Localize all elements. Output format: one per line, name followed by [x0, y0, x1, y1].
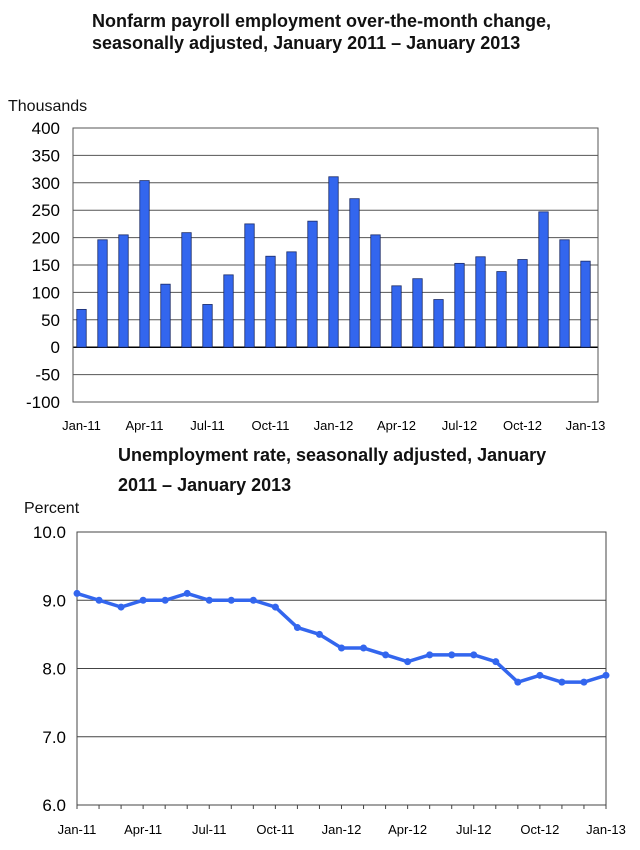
bar [223, 274, 234, 348]
data-point [426, 651, 434, 659]
data-point [95, 596, 103, 604]
x-tick-label: Jan-12 [314, 418, 354, 433]
data-point [536, 671, 544, 679]
data-point [404, 658, 412, 666]
bar [370, 234, 381, 348]
data-point [580, 678, 588, 686]
data-point [117, 603, 125, 611]
x-tick-label: Jul-12 [442, 418, 477, 433]
x-tick-label: Oct-12 [520, 822, 559, 837]
bar [433, 299, 444, 348]
bar-chart-title: Nonfarm payroll employment over-the-mont… [92, 11, 552, 53]
bar [244, 223, 255, 348]
data-point [492, 658, 500, 666]
x-tick-label: Apr-11 [124, 822, 162, 837]
x-tick-label: Jan-13 [586, 822, 626, 837]
x-tick-label: Oct-11 [251, 418, 289, 433]
data-point [139, 596, 147, 604]
y-tick-label: 100 [32, 283, 60, 302]
bar [538, 211, 549, 348]
y-tick-label: -50 [35, 366, 60, 385]
x-tick-label: Apr-12 [377, 418, 416, 433]
x-tick-label: Jan-11 [58, 822, 97, 837]
bar [76, 308, 87, 348]
y-tick-label: 10.0 [33, 523, 66, 542]
y-tick-label: 8.0 [42, 660, 66, 679]
data-point [315, 630, 323, 638]
y-tick-label: 7.0 [42, 728, 66, 747]
x-tick-label: Jul-12 [456, 822, 491, 837]
x-tick-label: Apr-12 [388, 822, 427, 837]
y-tick-label: -100 [26, 393, 60, 412]
y-tick-label: 50 [41, 311, 60, 330]
y-tick-label: 0 [51, 338, 60, 357]
x-tick-label: Apr-11 [125, 418, 163, 433]
x-tick-label: Jan-12 [322, 822, 362, 837]
y-tick-label: 150 [32, 256, 60, 275]
data-point [360, 644, 368, 652]
bar [412, 278, 423, 348]
plot-frame [72, 127, 599, 403]
y-tick-label: 200 [32, 229, 60, 248]
data-point [514, 678, 522, 686]
bar [496, 271, 507, 348]
bar [517, 259, 528, 348]
bar [307, 220, 318, 348]
bar [202, 304, 213, 348]
data-point [205, 596, 213, 604]
data-point [161, 596, 169, 604]
bar [139, 180, 150, 348]
bar [454, 262, 465, 348]
data-point [183, 589, 191, 597]
data-point [470, 651, 478, 659]
x-tick-label: Jan-11 [62, 418, 101, 433]
data-point [271, 603, 279, 611]
data-point [382, 651, 390, 659]
bar [118, 234, 129, 348]
data-point [558, 678, 566, 686]
data-point [73, 589, 81, 597]
data-point [249, 596, 257, 604]
x-tick-label: Jul-11 [192, 822, 226, 837]
y-tick-label: 9.0 [42, 591, 66, 610]
y-tick-label: 400 [32, 119, 60, 138]
bar [349, 198, 360, 348]
x-tick-label: Jul-11 [190, 418, 224, 433]
data-point [338, 644, 345, 652]
bar [580, 260, 591, 348]
y-tick-label: 250 [32, 201, 60, 220]
bar-chart-ylabel: Thousands [8, 98, 88, 115]
bar [559, 239, 570, 348]
bar [475, 256, 486, 348]
bar [328, 176, 339, 348]
bar [265, 255, 276, 348]
line-chart-title: Unemployment rate, seasonally adjusted, … [118, 445, 547, 495]
bar [391, 285, 402, 348]
y-tick-label: 350 [32, 146, 60, 165]
data-point [227, 596, 235, 604]
data-point [448, 651, 456, 659]
bar [181, 232, 192, 348]
x-tick-label: Oct-11 [256, 822, 294, 837]
x-tick-label: Oct-12 [503, 418, 542, 433]
data-point [602, 671, 610, 679]
y-tick-label: 300 [32, 174, 60, 193]
data-point [293, 624, 301, 632]
y-tick-label: 6.0 [42, 796, 66, 815]
bar [160, 283, 171, 348]
line-chart-ylabel: Percent [24, 500, 80, 517]
x-tick-label: Jan-13 [566, 418, 606, 433]
bar [286, 251, 297, 348]
bar [97, 239, 108, 348]
